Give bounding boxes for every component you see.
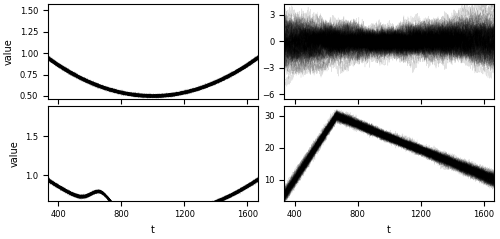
- Y-axis label: value: value: [4, 38, 14, 65]
- X-axis label: t: t: [151, 225, 155, 235]
- X-axis label: t: t: [387, 225, 391, 235]
- Y-axis label: value: value: [10, 140, 20, 167]
